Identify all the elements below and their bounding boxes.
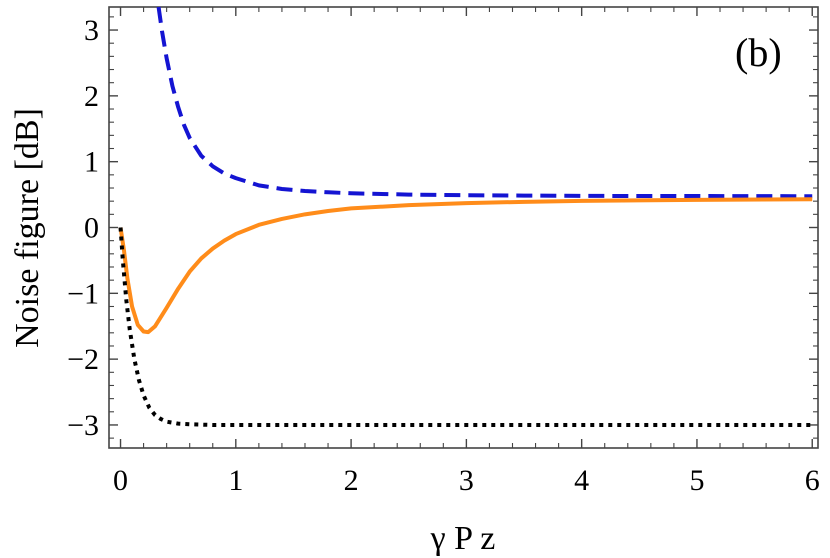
- plot-frame: [108, 6, 819, 449]
- dashed-series-line: [156, 6, 813, 199]
- dotted-series-line: [118, 227, 813, 427]
- y-tick-label: 1: [84, 146, 99, 179]
- series-layer: [118, 6, 813, 427]
- y-tick-label: 0: [84, 212, 99, 245]
- x-tick-label: 2: [344, 464, 359, 497]
- axis-ticks: [109, 7, 818, 448]
- y-tick-label: 2: [84, 80, 99, 113]
- x-tick-label: 3: [459, 464, 474, 497]
- y-tick-label: 3: [84, 14, 99, 47]
- y-tick-label: −3: [67, 409, 99, 442]
- solid-series-line: [118, 197, 813, 335]
- x-tick-label: 1: [228, 464, 243, 497]
- y-tick-label: −1: [67, 277, 99, 310]
- x-tick-label: 5: [689, 464, 704, 497]
- x-tick-label: 4: [574, 464, 589, 497]
- x-tick-label: 6: [805, 464, 820, 497]
- tick-labels: 0 1 2 3 4 5 6 −3 −2 −1 0 1 2 3: [67, 14, 820, 497]
- y-tick-label: −2: [67, 343, 99, 376]
- y-axis-label: Noise figure [dB]: [9, 108, 46, 348]
- x-axis-label: γ P z: [430, 520, 496, 557]
- x-tick-label: 0: [113, 464, 128, 497]
- panel-annotation: (b): [735, 30, 782, 75]
